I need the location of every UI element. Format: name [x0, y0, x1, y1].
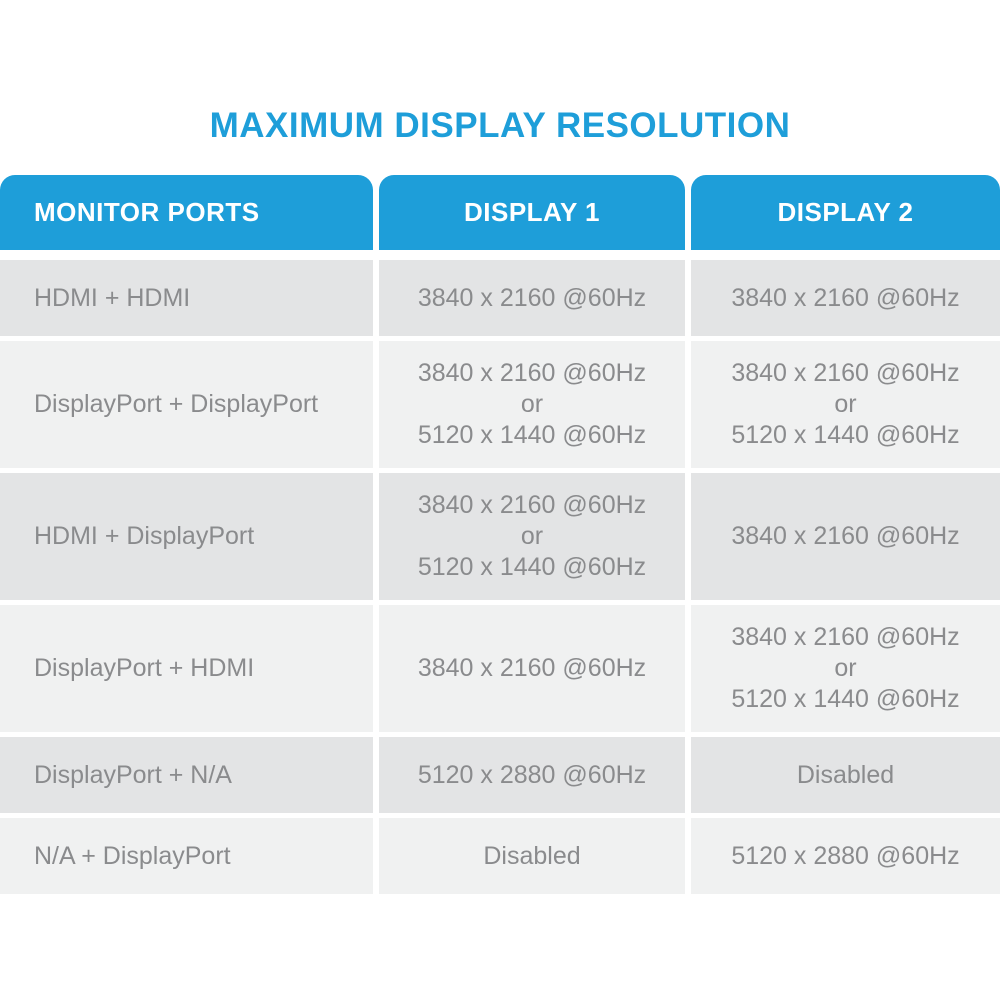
ports-cell: DisplayPort + DisplayPort	[0, 341, 373, 468]
table-row: N/A + DisplayPort Disabled 5120 x 2880 @…	[0, 818, 1000, 894]
ports-cell: DisplayPort + N/A	[0, 737, 373, 813]
display1-cell: 3840 x 2160 @60Hz or 5120 x 1440 @60Hz	[379, 341, 685, 468]
resolution-table: MONITOR PORTS DISPLAY 1 DISPLAY 2 HDMI +…	[0, 175, 1000, 894]
ports-cell: HDMI + DisplayPort	[0, 473, 373, 600]
display2-cell: 3840 x 2160 @60Hz	[691, 473, 1000, 600]
display2-cell: 5120 x 2880 @60Hz	[691, 818, 1000, 894]
display2-cell: 3840 x 2160 @60Hz	[691, 260, 1000, 336]
table-row: HDMI + HDMI 3840 x 2160 @60Hz 3840 x 216…	[0, 260, 1000, 336]
page-title: MAXIMUM DISPLAY RESOLUTION	[209, 106, 791, 145]
table-body: HDMI + HDMI 3840 x 2160 @60Hz 3840 x 216…	[0, 255, 1000, 894]
table-header-row: MONITOR PORTS DISPLAY 1 DISPLAY 2	[0, 175, 1000, 250]
display2-cell: Disabled	[691, 737, 1000, 813]
display1-cell: 5120 x 2880 @60Hz	[379, 737, 685, 813]
column-header-display-1: DISPLAY 1	[379, 175, 685, 250]
display1-cell: 3840 x 2160 @60Hz or 5120 x 1440 @60Hz	[379, 473, 685, 600]
display2-cell: 3840 x 2160 @60Hz or 5120 x 1440 @60Hz	[691, 605, 1000, 732]
display1-cell: 3840 x 2160 @60Hz	[379, 260, 685, 336]
ports-cell: HDMI + HDMI	[0, 260, 373, 336]
table-row: DisplayPort + HDMI 3840 x 2160 @60Hz 384…	[0, 605, 1000, 732]
ports-cell: DisplayPort + HDMI	[0, 605, 373, 732]
ports-cell: N/A + DisplayPort	[0, 818, 373, 894]
table-row: DisplayPort + N/A 5120 x 2880 @60Hz Disa…	[0, 737, 1000, 813]
column-header-display-2: DISPLAY 2	[691, 175, 1000, 250]
table-row: HDMI + DisplayPort 3840 x 2160 @60Hz or …	[0, 473, 1000, 600]
display2-cell: 3840 x 2160 @60Hz or 5120 x 1440 @60Hz	[691, 341, 1000, 468]
column-header-monitor-ports: MONITOR PORTS	[0, 175, 373, 250]
display1-cell: 3840 x 2160 @60Hz	[379, 605, 685, 732]
table-row: DisplayPort + DisplayPort 3840 x 2160 @6…	[0, 341, 1000, 468]
display1-cell: Disabled	[379, 818, 685, 894]
